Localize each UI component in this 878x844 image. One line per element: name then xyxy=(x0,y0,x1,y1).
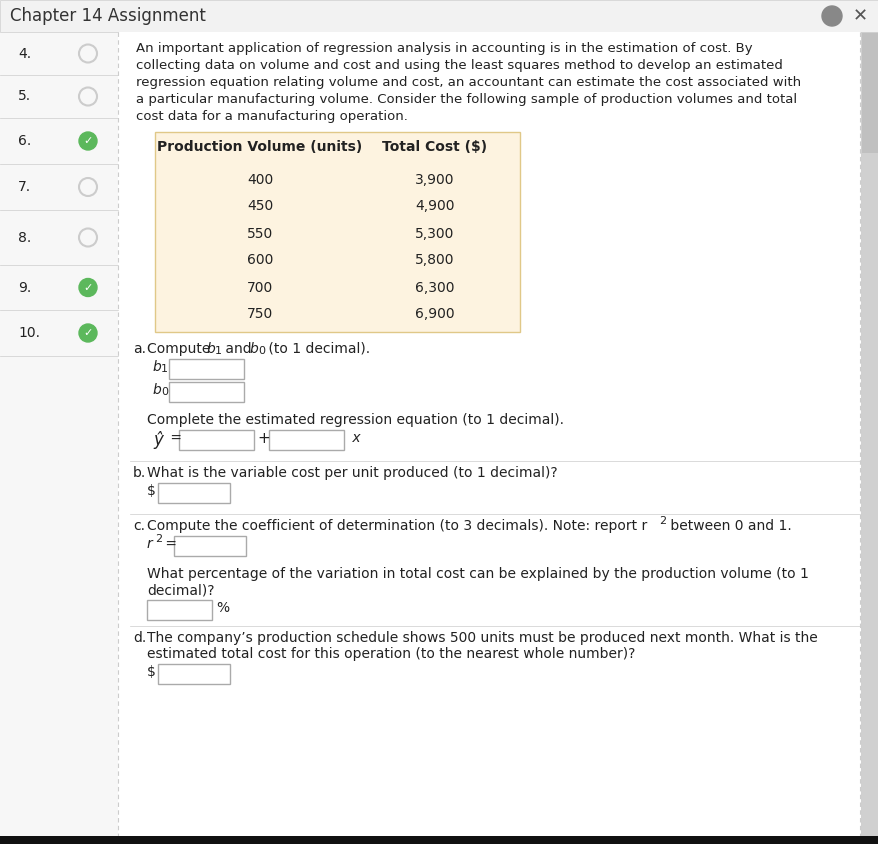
Text: 400: 400 xyxy=(247,172,273,187)
Bar xyxy=(269,430,343,450)
Bar xyxy=(158,483,230,503)
Text: ✓: ✓ xyxy=(83,283,92,293)
Text: c.: c. xyxy=(133,519,145,533)
Text: cost data for a manufacturing operation.: cost data for a manufacturing operation. xyxy=(136,110,407,123)
Text: (to 1 decimal).: (to 1 decimal). xyxy=(263,342,370,356)
Text: i: i xyxy=(829,9,833,23)
Text: $: $ xyxy=(147,665,155,679)
Text: ✓: ✓ xyxy=(83,136,92,146)
Text: 600: 600 xyxy=(247,253,273,268)
Text: ✕: ✕ xyxy=(852,7,867,25)
Bar xyxy=(860,32,878,844)
Text: What percentage of the variation in total cost can be explained by the productio: What percentage of the variation in tota… xyxy=(147,567,808,581)
Bar xyxy=(861,33,877,153)
Text: 10.: 10. xyxy=(18,326,40,340)
Text: Compute: Compute xyxy=(147,342,214,356)
Text: Chapter 14 Assignment: Chapter 14 Assignment xyxy=(10,7,205,25)
Text: b: b xyxy=(153,360,162,374)
Text: =: = xyxy=(166,431,182,445)
Text: 5.: 5. xyxy=(18,89,31,104)
Bar xyxy=(169,359,244,379)
Text: 4.: 4. xyxy=(18,46,31,61)
Text: and: and xyxy=(220,342,255,356)
Text: 700: 700 xyxy=(247,280,273,295)
Text: ŷ: ŷ xyxy=(153,431,162,449)
Text: estimated total cost for this operation (to the nearest whole number)?: estimated total cost for this operation … xyxy=(147,647,635,661)
Text: b: b xyxy=(206,342,215,356)
Text: 6.: 6. xyxy=(18,134,32,148)
Bar xyxy=(174,536,246,556)
Text: Complete the estimated regression equation (to 1 decimal).: Complete the estimated regression equati… xyxy=(147,413,564,427)
Text: b.: b. xyxy=(133,466,146,480)
Text: a.: a. xyxy=(133,342,146,356)
Bar xyxy=(169,382,244,402)
Text: Production Volume (units): Production Volume (units) xyxy=(157,140,363,154)
Text: What is the variable cost per unit produced (to 1 decimal)?: What is the variable cost per unit produ… xyxy=(147,466,557,480)
Text: 0: 0 xyxy=(258,346,264,356)
Text: +: + xyxy=(256,431,270,446)
Circle shape xyxy=(821,6,841,26)
Text: 4,900: 4,900 xyxy=(414,199,454,214)
Text: 5,800: 5,800 xyxy=(414,253,454,268)
Text: decimal)?: decimal)? xyxy=(147,583,214,597)
Bar xyxy=(179,430,254,450)
Text: 3,900: 3,900 xyxy=(414,172,454,187)
Bar xyxy=(158,664,230,684)
Bar xyxy=(155,132,520,332)
Text: 6,300: 6,300 xyxy=(414,280,454,295)
Circle shape xyxy=(79,132,97,150)
Text: 7.: 7. xyxy=(18,180,31,194)
Text: 1: 1 xyxy=(215,346,222,356)
Text: r: r xyxy=(147,537,153,551)
Bar xyxy=(0,0,878,32)
Text: $: $ xyxy=(147,484,155,498)
Text: x: x xyxy=(348,431,360,445)
Text: regression equation relating volume and cost, an accountant can estimate the cos: regression equation relating volume and … xyxy=(136,76,800,89)
Text: 2: 2 xyxy=(155,534,162,544)
Text: 6,900: 6,900 xyxy=(414,307,454,322)
Text: %: % xyxy=(216,601,229,615)
Bar xyxy=(0,836,878,844)
Circle shape xyxy=(79,279,97,296)
Text: a particular manufacturing volume. Consider the following sample of production v: a particular manufacturing volume. Consi… xyxy=(136,93,796,106)
Text: ✓: ✓ xyxy=(83,328,92,338)
Text: 450: 450 xyxy=(247,199,273,214)
Text: The company’s production schedule shows 500 units must be produced next month. W: The company’s production schedule shows … xyxy=(147,631,817,645)
Text: 550: 550 xyxy=(247,226,273,241)
Bar xyxy=(147,600,212,620)
Bar xyxy=(0,32,118,844)
Text: Compute the coefficient of determination (to 3 decimals). Note: report r: Compute the coefficient of determination… xyxy=(147,519,646,533)
Text: An important application of regression analysis in accounting is in the estimati: An important application of regression a… xyxy=(136,42,752,55)
Text: 5,300: 5,300 xyxy=(414,226,454,241)
Text: 750: 750 xyxy=(247,307,273,322)
Text: b: b xyxy=(249,342,258,356)
Text: 8.: 8. xyxy=(18,230,32,245)
Text: Total Cost ($): Total Cost ($) xyxy=(382,140,487,154)
Text: between 0 and 1.: between 0 and 1. xyxy=(666,519,791,533)
Text: 9.: 9. xyxy=(18,280,32,295)
Text: collecting data on volume and cost and using the least squares method to develop: collecting data on volume and cost and u… xyxy=(136,59,782,72)
Text: 0: 0 xyxy=(161,387,168,397)
Text: b: b xyxy=(153,383,162,397)
Text: =: = xyxy=(161,537,176,551)
Circle shape xyxy=(79,324,97,342)
Text: 1: 1 xyxy=(161,364,168,374)
Text: 2: 2 xyxy=(658,516,666,526)
Text: d.: d. xyxy=(133,631,146,645)
